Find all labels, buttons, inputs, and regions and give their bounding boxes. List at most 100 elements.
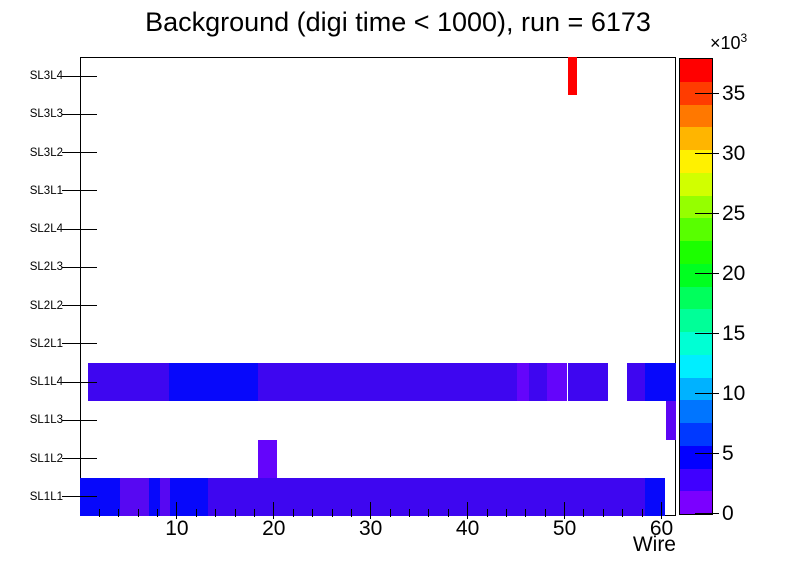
y-axis-label: SL2L4 bbox=[29, 223, 63, 236]
heatmap-cell bbox=[645, 363, 676, 402]
palette-band bbox=[680, 445, 712, 469]
power-base: ×10 bbox=[710, 33, 741, 53]
x-minor-tick bbox=[409, 509, 410, 517]
x-minor-tick bbox=[602, 509, 604, 517]
palette-tick bbox=[695, 153, 719, 155]
x-minor-tick bbox=[312, 509, 314, 517]
x-minor-tick bbox=[98, 509, 100, 517]
x-minor-tick bbox=[428, 509, 430, 517]
palette-band bbox=[680, 400, 712, 423]
palette-tick-label: 35 bbox=[722, 82, 746, 106]
palette-band bbox=[680, 172, 712, 196]
palette-tick bbox=[695, 332, 719, 334]
heatmap-cell bbox=[567, 57, 578, 96]
x-major-tick bbox=[467, 502, 469, 519]
x-axis-title: Wire bbox=[632, 533, 676, 556]
x-minor-tick bbox=[544, 509, 546, 517]
palette-tick-label: 10 bbox=[722, 381, 746, 405]
palette-tick bbox=[695, 392, 719, 394]
palette-tick-label: 20 bbox=[722, 262, 746, 285]
palette-band bbox=[680, 354, 712, 378]
x-major-tick bbox=[370, 502, 372, 519]
heatmap-cell bbox=[207, 477, 645, 517]
x-minor-tick bbox=[447, 509, 449, 517]
y-axis-tick bbox=[62, 113, 97, 115]
x-minor-tick bbox=[622, 509, 624, 517]
y-axis-tick bbox=[62, 381, 97, 383]
heatmap-cell bbox=[528, 363, 548, 402]
palette-band bbox=[680, 377, 712, 401]
y-axis-tick bbox=[62, 75, 97, 77]
plot-frame bbox=[80, 57, 676, 516]
palette-band bbox=[680, 263, 712, 287]
palette-band bbox=[680, 468, 712, 492]
y-axis-tick bbox=[62, 343, 97, 345]
x-tick-label: 30 bbox=[359, 517, 383, 540]
palette-tick bbox=[695, 512, 719, 514]
y-axis-tick bbox=[62, 419, 97, 421]
x-minor-tick bbox=[118, 509, 120, 517]
x-tick-label: 60 bbox=[649, 517, 674, 540]
x-minor-tick bbox=[195, 509, 197, 517]
heatmap-cell bbox=[258, 439, 277, 478]
chart-title: Background (digi time < 1000), run = 617… bbox=[145, 7, 651, 37]
palette-tick bbox=[695, 213, 719, 215]
x-major-tick bbox=[176, 502, 178, 519]
heatmap-cell bbox=[87, 363, 170, 402]
x-minor-tick bbox=[253, 509, 255, 517]
palette-tick bbox=[695, 273, 719, 274]
y-axis-label: SL2L1 bbox=[29, 337, 63, 350]
x-minor-tick bbox=[331, 509, 333, 517]
y-axis-label: SL1L3 bbox=[29, 414, 63, 427]
y-axis-label: SL3L2 bbox=[29, 146, 63, 159]
heatmap-cell bbox=[547, 363, 568, 402]
palette-band bbox=[680, 104, 712, 128]
y-axis-tick bbox=[62, 152, 97, 154]
y-axis-tick bbox=[62, 305, 97, 307]
color-scale-bar bbox=[679, 58, 713, 515]
power-exponent: 3 bbox=[740, 31, 748, 45]
heatmap-cell bbox=[626, 363, 645, 402]
heatmap-cell bbox=[645, 477, 666, 517]
y-axis-label: SL1L4 bbox=[29, 376, 63, 389]
heatmap-cell bbox=[567, 363, 609, 402]
y-axis-label: SL3L3 bbox=[29, 108, 63, 121]
y-axis-tick bbox=[62, 228, 97, 230]
heatmap-cell bbox=[119, 477, 149, 517]
palette-tick bbox=[695, 452, 719, 454]
x-minor-tick bbox=[389, 509, 391, 517]
palette-band bbox=[680, 286, 712, 310]
heatmap-cell bbox=[517, 363, 529, 402]
x-major-tick bbox=[564, 502, 566, 519]
x-minor-tick bbox=[350, 509, 352, 517]
palette-band bbox=[680, 81, 712, 105]
x-minor-tick bbox=[583, 509, 585, 517]
y-axis-label: SL2L3 bbox=[29, 261, 63, 274]
x-minor-tick bbox=[292, 509, 294, 517]
y-axis-label: SL1L1 bbox=[29, 490, 63, 503]
palette-tick-label: 30 bbox=[722, 142, 746, 166]
x-major-tick bbox=[661, 502, 662, 519]
palette-band bbox=[680, 491, 712, 514]
x-minor-tick bbox=[157, 509, 158, 517]
palette-band bbox=[680, 150, 712, 173]
palette-tick bbox=[695, 93, 719, 95]
y-axis-tick bbox=[62, 458, 97, 460]
palette-tick-label: 25 bbox=[722, 202, 746, 226]
colorbar-power-label: ×103 bbox=[710, 31, 747, 54]
x-tick-label: 10 bbox=[165, 517, 189, 540]
y-axis-label: SL1L2 bbox=[29, 452, 63, 465]
x-tick-label: 40 bbox=[455, 517, 480, 540]
palette-band bbox=[680, 241, 712, 264]
y-axis-tick bbox=[62, 190, 97, 192]
x-minor-tick bbox=[215, 509, 217, 517]
heatmap-cell bbox=[258, 363, 518, 402]
palette-band bbox=[680, 59, 712, 82]
palette-band bbox=[680, 218, 712, 241]
y-axis-label: SL2L2 bbox=[29, 299, 63, 312]
palette-band bbox=[680, 195, 712, 219]
palette-band bbox=[680, 309, 712, 332]
heatmap-cell bbox=[169, 363, 259, 402]
palette-tick-label: 0 bbox=[722, 501, 734, 525]
